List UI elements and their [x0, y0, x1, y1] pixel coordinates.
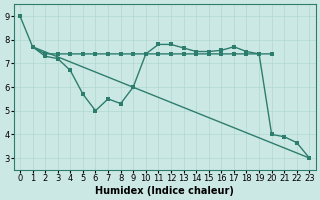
X-axis label: Humidex (Indice chaleur): Humidex (Indice chaleur): [95, 186, 234, 196]
